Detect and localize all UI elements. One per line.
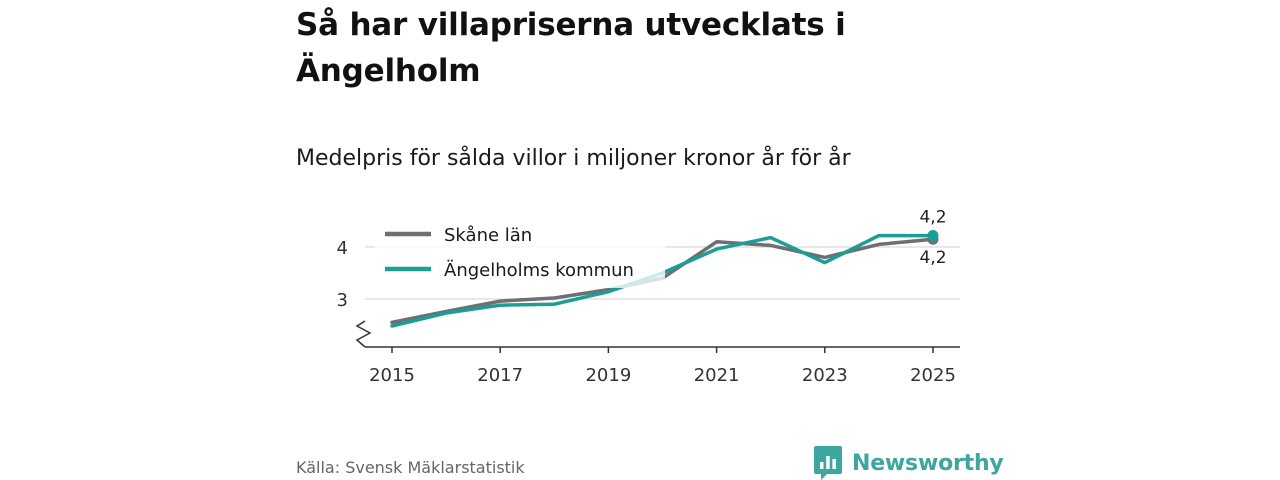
end-value-label: 4,2 [919,248,946,268]
newsworthy-logo-icon [814,446,842,480]
source-note: Källa: Svensk Mäklarstatistik [296,458,525,477]
x-tick-label: 2023 [802,365,848,386]
end-point-marker [927,230,939,242]
x-tick-label: 2019 [585,365,631,386]
y-tick-label: 3 [337,290,348,311]
brand-name: Newsworthy [852,450,1004,476]
legend-background [375,214,665,288]
y-tick-label: 4 [337,238,348,259]
end-value-label: 4,2 [919,208,946,228]
chart-subtitle: Medelpris för sålda villor i miljoner kr… [296,146,851,171]
newsworthy-logo: Newsworthy [814,446,1004,480]
x-tick-label: 2021 [694,365,740,386]
chart-title: Så har villapriserna utvecklats i Ängelh… [296,7,846,89]
x-tick-label: 2025 [910,365,956,386]
legend-label: Skåne län [444,225,532,246]
y-axis-break-icon [355,320,372,348]
x-tick-label: 2017 [477,365,523,386]
legend-label: Ängelholms kommun [444,260,634,281]
x-tick-label: 2015 [369,365,415,386]
